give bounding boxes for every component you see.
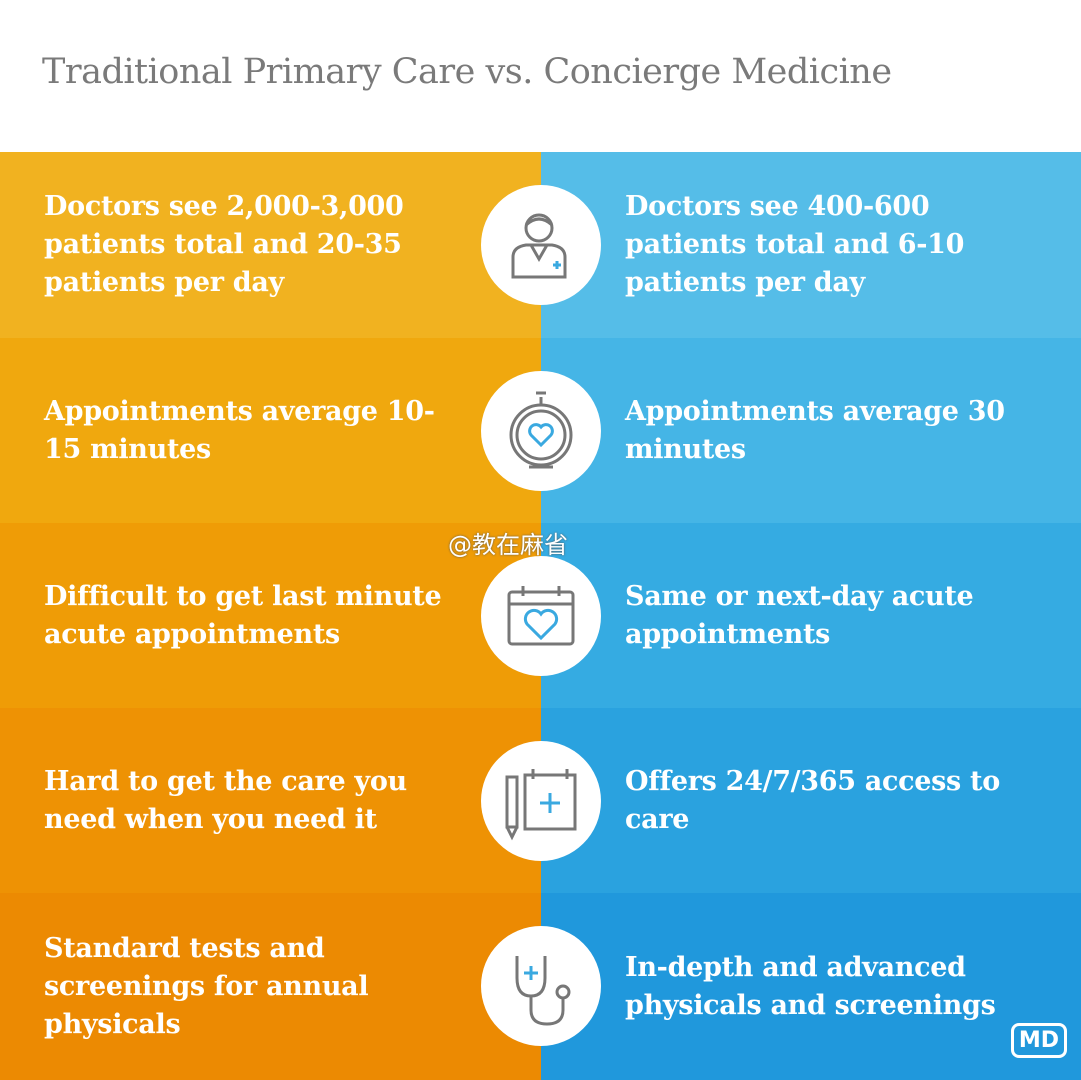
left-cell: Hard to get the care you need when you n… bbox=[0, 708, 541, 894]
right-cell: Appointments average 30 minutes bbox=[541, 338, 1081, 524]
watermark: @教在麻省 bbox=[448, 531, 568, 559]
left-text: Hard to get the care you need when you n… bbox=[44, 766, 407, 835]
right-cell: In-depth and advanced physicals and scre… bbox=[541, 893, 1081, 1080]
left-text: Standard tests and screenings for annual… bbox=[44, 932, 369, 1040]
left-text: Difficult to get last minute acute appoi… bbox=[44, 581, 442, 650]
icon bbox=[481, 371, 601, 491]
right-cell: Same or next-day acute appointments bbox=[541, 523, 1081, 709]
right-text: In-depth and advanced physicals and scre… bbox=[625, 951, 996, 1021]
icon bbox=[481, 741, 601, 861]
left-cell: Difficult to get last minute acute appoi… bbox=[0, 523, 541, 709]
left-cell: Standard tests and screenings for annual… bbox=[0, 893, 541, 1080]
right-text: Doctors see 400-600 patients total and 6… bbox=[625, 191, 965, 298]
icon bbox=[481, 556, 601, 676]
title: Traditional Primary Care vs. Concierge M… bbox=[42, 52, 892, 92]
right-text: Same or next-day acute appointments bbox=[625, 581, 974, 650]
right-cell: Doctors see 400-600 patients total and 6… bbox=[541, 152, 1081, 338]
logo: MD bbox=[1010, 1023, 1067, 1058]
row: Hard to get the care you need when you n… bbox=[0, 708, 1081, 894]
right-text: Appointments average 30 minutes bbox=[625, 396, 1005, 465]
icon bbox=[481, 185, 601, 305]
left-cell: Doctors see 2,000-3,000 patients total a… bbox=[0, 152, 541, 338]
row: Appointments average 10-15 minutes Appoi… bbox=[0, 338, 1081, 524]
left-cell: Appointments average 10-15 minutes bbox=[0, 338, 541, 524]
left-text: Doctors see 2,000-3,000 patients total a… bbox=[44, 191, 404, 298]
row: Doctors see 2,000-3,000 patients total a… bbox=[0, 152, 1081, 338]
row: Difficult to get last minute acute appoi… bbox=[0, 523, 1081, 709]
row: Standard tests and screenings for annual… bbox=[0, 893, 1081, 1080]
right-cell: Offers 24/7/365 access to care bbox=[541, 708, 1081, 894]
left-text: Appointments average 10-15 minutes bbox=[44, 396, 435, 465]
right-text: Offers 24/7/365 access to care bbox=[625, 766, 1000, 835]
icon bbox=[481, 926, 601, 1046]
